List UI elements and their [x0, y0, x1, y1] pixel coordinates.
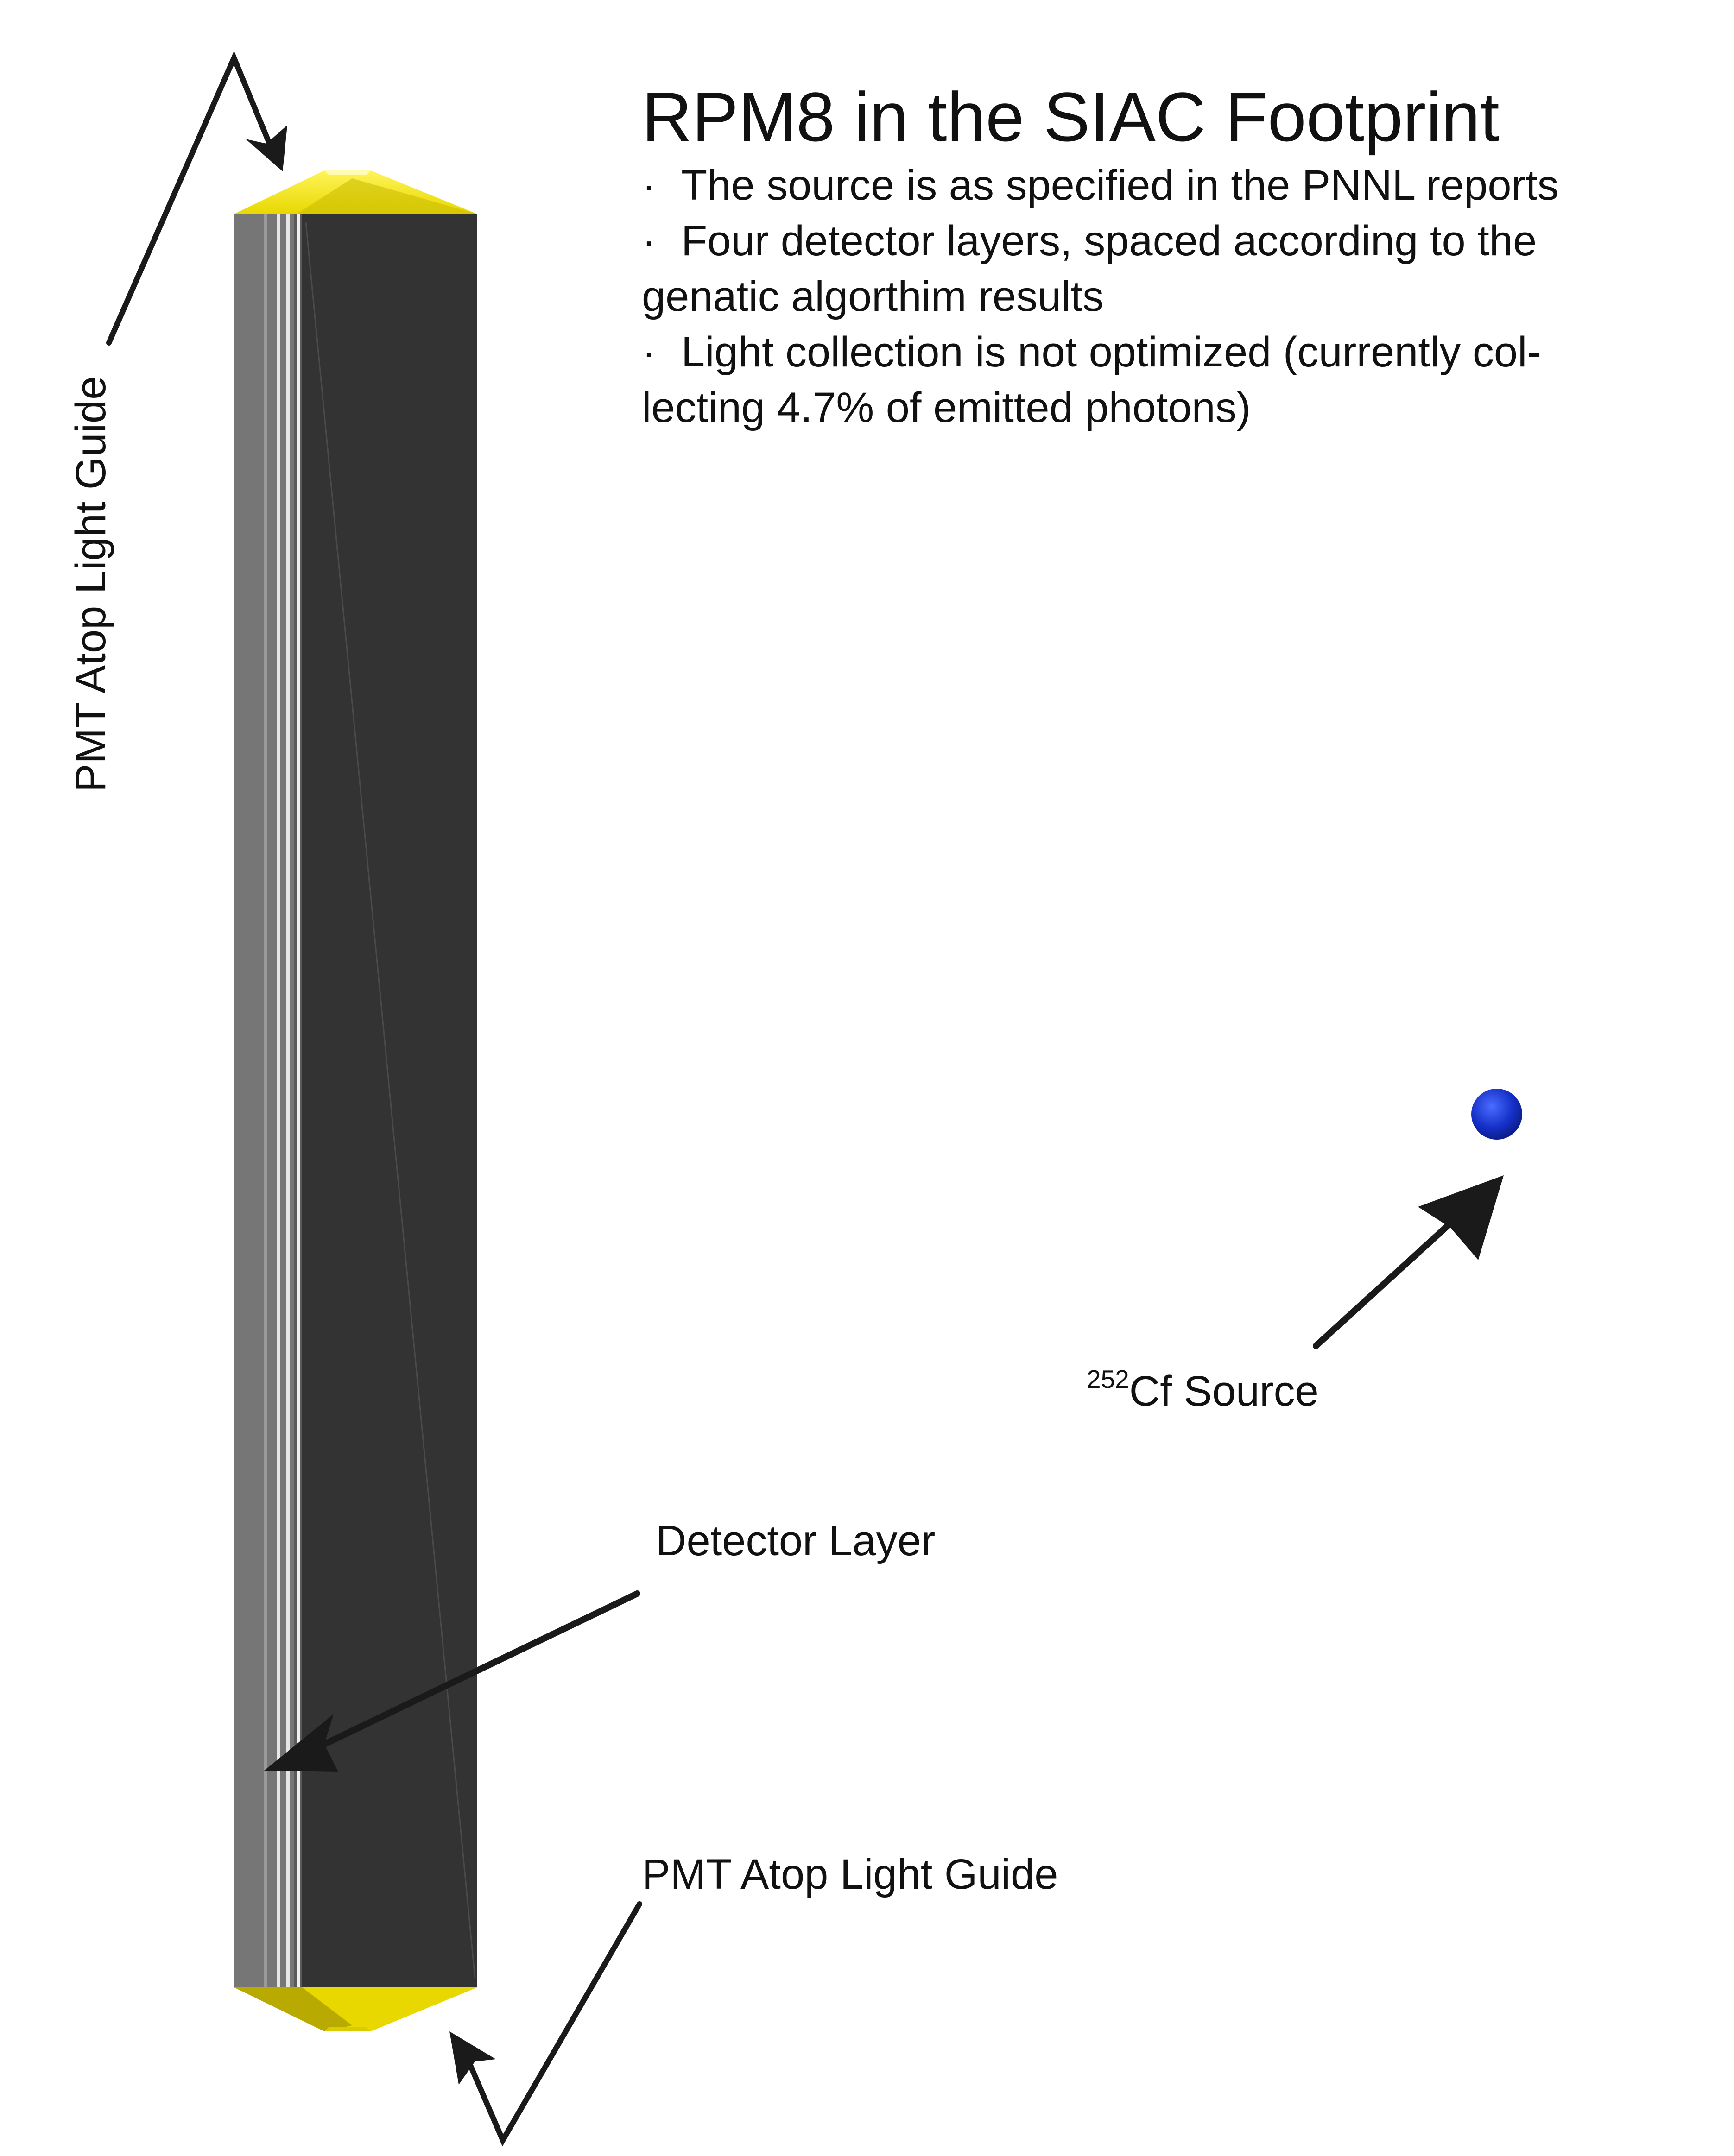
bullet-list: · The source is as specified in the PNNL …	[642, 158, 1624, 435]
bullet-dot: ·	[642, 217, 656, 265]
label-pmt-top: PMT Atop Light Guide	[67, 376, 114, 792]
bullet-dot: ·	[642, 328, 656, 376]
bullet-text: The source is as specified in the PNNL r…	[681, 162, 1559, 209]
bottom-light-guide	[234, 1987, 477, 2031]
detector-layer-line-2	[277, 214, 280, 1987]
diagram-title: RPM8 in the SIAC Footprint	[642, 78, 1500, 156]
bullet-item: · Four detector layers, spaced according …	[642, 213, 1624, 324]
arrow-bottom-pmt	[449, 1901, 642, 2147]
detector-front-face	[302, 214, 477, 1987]
bullet-dot: ·	[642, 162, 656, 209]
bullet-text: Four detector layers, spaced according t…	[642, 217, 1537, 320]
label-detector-layer: Detector Layer	[656, 1517, 936, 1564]
label-cf-source: 252Cf Source	[1087, 1365, 1319, 1415]
isotope-mass-number: 252	[1087, 1365, 1129, 1393]
arrow-detector-layer	[264, 1590, 640, 1772]
cf-source-sphere	[1471, 1089, 1522, 1140]
arrow-source	[1313, 1175, 1504, 1349]
detector-layer-line-3	[286, 214, 290, 1987]
source-label-text: Cf Source	[1129, 1368, 1319, 1415]
bullet-item: · The source is as specified in the PNNL …	[642, 158, 1624, 213]
bullet-item: · Light collection is not optimized (curr…	[642, 324, 1624, 435]
label-pmt-bottom: PMT Atop Light Guide	[642, 1851, 1058, 1898]
detector-layer-line-1	[264, 214, 267, 1987]
detector-column	[234, 214, 477, 1987]
detector-layer-line-4	[297, 214, 300, 1987]
top-light-guide	[234, 170, 477, 214]
arrow-top-pmt	[106, 50, 287, 346]
bullet-text: Light collection is not optimized (curre…	[642, 328, 1542, 431]
